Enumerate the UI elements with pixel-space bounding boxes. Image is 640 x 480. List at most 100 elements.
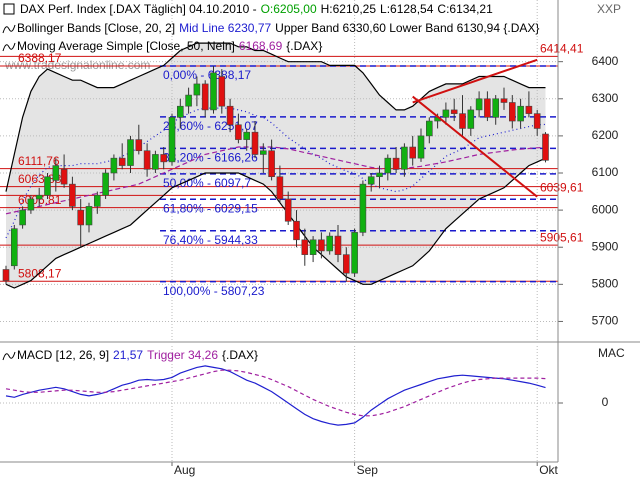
legend-part: 21,57 <box>113 348 143 362</box>
candle-body <box>508 102 516 122</box>
candle-body <box>442 109 450 118</box>
level-label: 6039,61 <box>540 181 584 195</box>
candle-body <box>467 109 475 129</box>
level-label: 6388,17 <box>18 51 62 65</box>
trend-line <box>412 58 538 104</box>
candle-body <box>60 168 68 185</box>
legend-part: Trigger 34,26 <box>147 348 218 362</box>
candle-body <box>450 109 458 114</box>
header: DAX Perf. Index [.DAX Täglich] 04.10.201… <box>20 2 493 16</box>
candle-body <box>301 239 309 255</box>
candle-body <box>401 146 408 170</box>
y-tick-label: 5900 <box>592 239 619 253</box>
x-tick-label: Okt <box>539 463 558 477</box>
candle-body <box>235 124 242 140</box>
candle-body <box>525 105 533 114</box>
legend-part: Bollinger Bands [Close, 20, 2] <box>17 21 175 35</box>
fib-label: 0,00% - 6388,17 <box>163 68 251 82</box>
x-tick-label: Sep <box>357 463 379 477</box>
candle-body <box>52 165 60 181</box>
legend-icon <box>2 351 16 361</box>
level-label: 6006,81 <box>18 193 62 207</box>
candle-body <box>268 150 275 178</box>
candle-body <box>168 117 176 163</box>
candle-body <box>177 105 184 118</box>
legend-part: Mid Line 6230,77 <box>179 21 271 35</box>
legend-part: Upper Band 6330,60 Lower Band 6130,94 {.… <box>275 21 539 35</box>
candle-body <box>102 172 109 196</box>
indicator-line <box>5 146 546 215</box>
quote: H:6210,25 <box>321 2 377 16</box>
candle-body <box>35 194 43 200</box>
y-tick-label: 5700 <box>592 314 619 328</box>
y-tick-label: 6000 <box>592 202 619 216</box>
fib-label: 23,60% - 6251,07 <box>163 119 258 133</box>
candle-body <box>351 232 358 274</box>
candle-body <box>226 105 234 126</box>
fib-label: 100,00% - 5807,23 <box>163 284 265 298</box>
band-fill <box>6 43 546 288</box>
candle-body <box>118 157 126 166</box>
candle-body <box>201 83 209 111</box>
fib-label: 61,80% - 6029,15 <box>163 201 258 215</box>
symbol-label: XXP <box>597 2 621 16</box>
y-tick-label: 5800 <box>592 277 619 291</box>
candle-body <box>44 176 51 196</box>
legend: Moving Average Simple [Close, 50, Nein] 6… <box>17 39 322 53</box>
fib-label: 50,00% - 6097,7 <box>163 176 251 190</box>
candle-body <box>517 105 524 122</box>
axis-label: MAC <box>598 346 625 360</box>
quote: L:6128,54 <box>380 2 434 16</box>
macd-line <box>5 369 546 417</box>
candle-body <box>19 209 26 226</box>
candle-body <box>542 133 549 161</box>
candle-body <box>392 157 400 170</box>
quote: O:6205,00 <box>261 2 317 16</box>
candle-body <box>284 198 292 222</box>
y-tick-label: 6300 <box>592 91 619 105</box>
candle-body <box>376 172 383 178</box>
quote: C:6134,21 <box>437 2 493 16</box>
legend-icon <box>2 42 16 52</box>
candle-body <box>160 154 167 163</box>
legend: MACD [12, 26, 9] 21,57 Trigger 34,26 {.DAX} <box>17 348 258 362</box>
candle-body <box>251 131 259 155</box>
x-tick-label: Aug <box>174 463 195 477</box>
watermark: www.tradesignalonline.com <box>4 58 150 72</box>
candle-body <box>500 98 508 103</box>
trend-line <box>412 95 538 198</box>
candle-body <box>475 98 483 111</box>
legend-part: MACD [12, 26, 9] <box>17 348 109 362</box>
candle-body <box>2 269 10 281</box>
candle-body <box>77 209 84 226</box>
candle-body <box>243 131 250 140</box>
candle-body <box>143 150 151 170</box>
candle-body <box>94 194 101 207</box>
candle-body <box>417 135 425 159</box>
legend-icon <box>2 24 16 34</box>
candle-body <box>359 183 367 233</box>
y-tick-label: 0 <box>602 395 609 409</box>
candle-body <box>135 139 143 152</box>
legend-part: Moving Average Simple [Close, 50, Nein] <box>17 39 235 53</box>
candle-body <box>85 206 93 226</box>
level-label: 6414,41 <box>540 41 584 55</box>
candle-body <box>218 76 226 107</box>
legend-part: {.DAX} <box>286 39 322 53</box>
y-tick-label: 6200 <box>592 128 619 142</box>
indicator-line <box>5 42 546 192</box>
indicator-line <box>5 157 546 289</box>
candle-body <box>326 235 334 252</box>
candle-body <box>367 176 375 185</box>
candle-body <box>293 220 300 241</box>
title: DAX Perf. Index [.DAX Täglich] 04.10.201… <box>20 2 257 16</box>
candle-body <box>533 113 541 129</box>
legend-part: 6168,69 <box>239 39 283 53</box>
candle-body <box>193 83 201 96</box>
macd-panel: 0 Aug Sep Okt MACD [12, 26, 9] 21,57 Trigger 3… <box>0 346 625 477</box>
level-label: 6111,76 <box>18 154 60 168</box>
candle-body <box>309 239 317 255</box>
fib-label: 38,20% - 6166,26 <box>163 151 258 165</box>
